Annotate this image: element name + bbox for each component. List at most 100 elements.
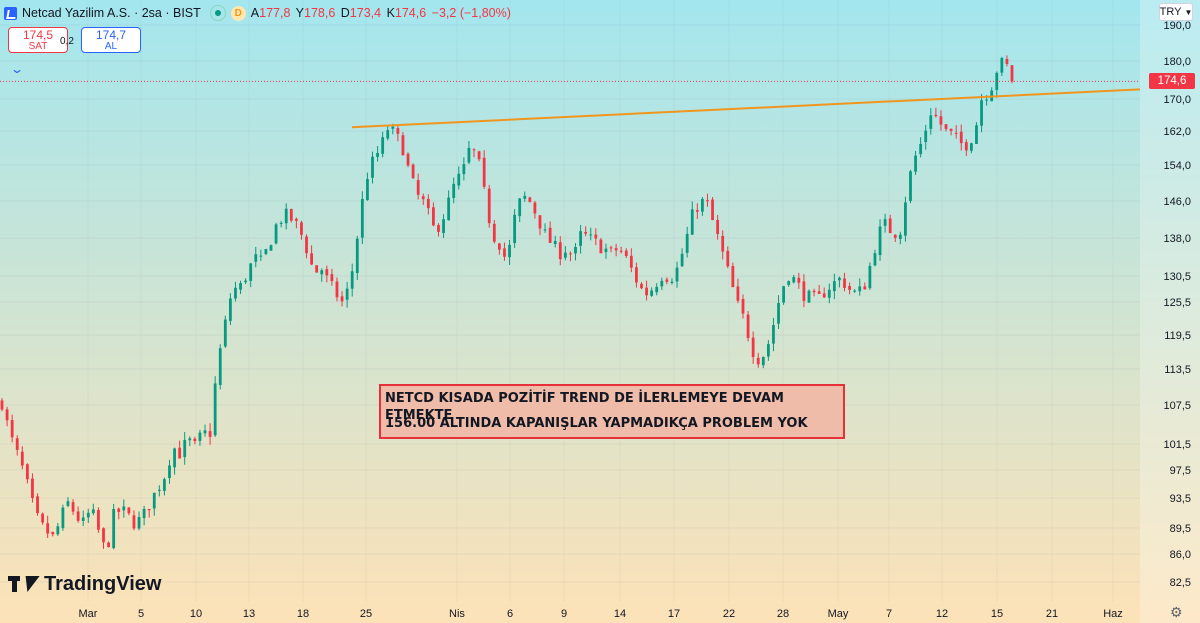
x-tick-label: 13	[243, 608, 255, 620]
x-tick-label: 18	[297, 608, 309, 620]
candle-body	[76, 511, 80, 521]
ohlc-change: −3,2 (−1,80%)	[431, 6, 511, 20]
candle-body	[756, 357, 760, 365]
candle-body	[294, 218, 298, 221]
candle-body	[203, 430, 207, 434]
candle-body	[513, 214, 517, 244]
candle-body	[985, 99, 989, 101]
candle-body	[442, 219, 445, 233]
trendline[interactable]	[351, 88, 1141, 129]
ohlc-low-key: D	[340, 6, 350, 20]
price-axis[interactable]: 82,5 86,0 89,5 93,5 97,5 101,5 107,5 113,5 119,5…	[1140, 0, 1200, 623]
price-axis-bg	[1140, 0, 1200, 623]
candle-body	[305, 236, 308, 254]
candle-body	[898, 234, 902, 239]
symbol-title[interactable]: Netcad Yazilim A.S. · 2sa · BIST	[22, 6, 201, 20]
candle-body	[437, 224, 440, 232]
candle-body	[183, 439, 187, 457]
candle-body	[904, 202, 907, 236]
candle-body	[599, 239, 603, 254]
candle-body	[640, 283, 643, 289]
y-tick-label: 86,0	[1170, 549, 1191, 561]
candle-body	[254, 254, 258, 262]
candle-body	[416, 180, 420, 195]
candle-body	[157, 489, 161, 491]
overlays	[0, 80, 1141, 129]
x-tick-label: 5	[138, 608, 144, 620]
ohlc-close-value: 174,6	[394, 6, 427, 20]
candle-body	[371, 156, 374, 178]
candle-body	[680, 253, 684, 267]
candle-body	[706, 200, 709, 202]
tradingview-logo[interactable]: TradingView	[8, 573, 161, 596]
candle-body	[264, 249, 268, 255]
candle-body	[396, 128, 400, 134]
currency-selector[interactable]: TRY ▼	[1159, 3, 1193, 21]
candle-body	[178, 447, 182, 459]
buy-button[interactable]: 174,7 AL	[81, 27, 141, 53]
candle-body	[173, 448, 176, 468]
candle-body	[401, 135, 405, 156]
sell-button[interactable]: 174,5 SAT	[8, 27, 68, 53]
y-tick-label: 154,0	[1163, 160, 1191, 172]
candle-body	[782, 286, 786, 303]
candle-body	[873, 253, 877, 266]
candle-body	[939, 116, 943, 125]
candle-body	[208, 431, 212, 437]
candle-body	[259, 255, 263, 257]
candle-body	[919, 143, 923, 155]
candle-body	[553, 240, 557, 245]
candle-body	[878, 226, 882, 256]
y-tick-label: 113,5	[1164, 364, 1191, 376]
candle-body	[558, 242, 562, 260]
candle-body	[335, 281, 339, 298]
symbol-header[interactable]: Netcad Yazilim A.S. · 2sa · BIST D A177,…	[4, 3, 513, 23]
candle-body	[310, 253, 313, 265]
candle-body	[467, 147, 471, 163]
candle-body	[447, 197, 451, 221]
candle-body	[20, 451, 24, 466]
candle-body	[330, 274, 334, 282]
candle-body	[366, 179, 369, 200]
y-tick-label: 97,5	[1170, 465, 1191, 477]
candle-body	[284, 208, 288, 224]
time-axis[interactable]: Mar 5 10 13 18 25 Nis 6 9 14 17 22 28 May 7 12 15 21 Haz	[79, 608, 1123, 620]
candle-body	[163, 479, 166, 491]
spread-value: 0,2	[60, 36, 74, 47]
candle-body	[604, 248, 608, 252]
candle-body	[188, 438, 192, 441]
candle-body	[695, 210, 699, 212]
y-tick-label: 180,0	[1163, 56, 1191, 68]
chevron-down-icon[interactable]: ⌄	[9, 62, 25, 76]
candle-body	[838, 277, 841, 281]
candle-body	[980, 100, 983, 126]
candle-body	[274, 224, 278, 244]
annotation-box[interactable]: NETCD KISADA POZİTİF TREND DE İLERLEMEYE…	[379, 384, 845, 439]
gear-icon[interactable]: ⚙	[1170, 604, 1183, 620]
market-status-icon[interactable]	[209, 5, 226, 21]
candle-body	[122, 506, 126, 511]
candle-body	[61, 507, 65, 529]
candle-body	[619, 250, 623, 252]
candle-body	[924, 130, 928, 143]
candle-body	[802, 281, 806, 301]
candle-body	[959, 131, 963, 144]
candle-body	[223, 319, 227, 347]
candle-body	[832, 281, 836, 292]
x-tick-label: 15	[991, 608, 1003, 620]
candle-body	[675, 267, 679, 282]
candle-body	[594, 234, 598, 239]
x-tick-label: Mar	[79, 608, 98, 620]
y-tick-label: 190,0	[1163, 20, 1191, 32]
candle-body	[127, 507, 131, 514]
session-badge[interactable]: D	[230, 5, 246, 21]
y-tick-label: 130,5	[1163, 271, 1191, 283]
candle-body	[462, 164, 466, 175]
candle-body	[360, 198, 364, 238]
candle-body	[777, 303, 780, 324]
candle-body	[228, 298, 232, 321]
candle-body	[822, 293, 826, 298]
